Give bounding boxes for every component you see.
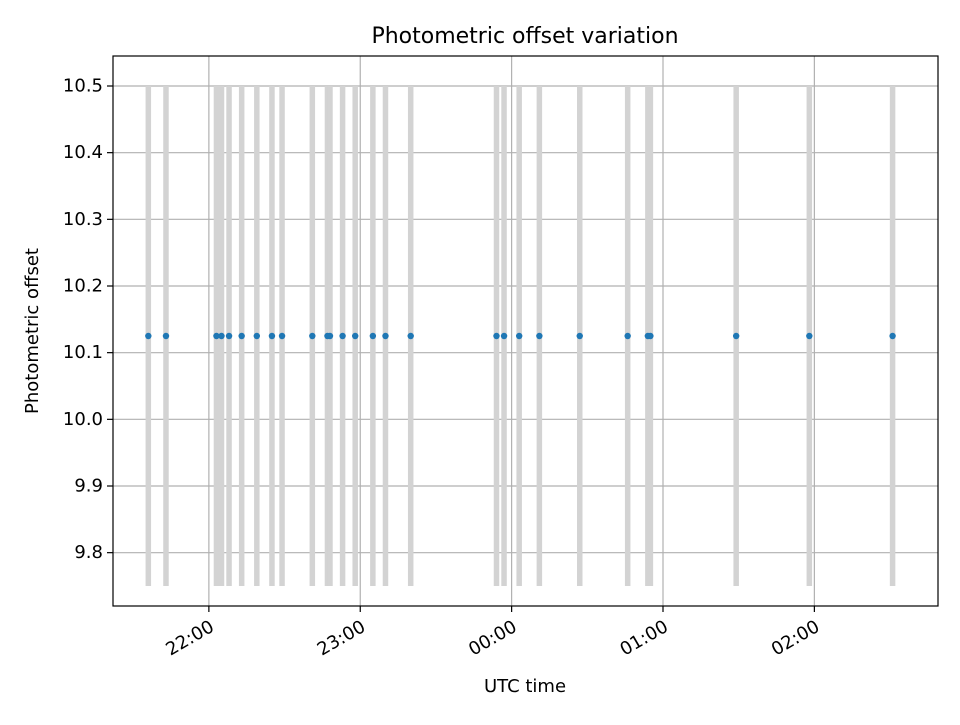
data-point: [278, 332, 286, 340]
y-tick-label: 10.1: [63, 342, 103, 363]
data-point: [309, 332, 316, 340]
y-tick-label: 10.3: [63, 209, 103, 230]
data-point: [369, 332, 377, 340]
data-point: [145, 332, 152, 340]
data-point: [253, 332, 261, 340]
data-point: [218, 332, 225, 340]
plot-frame: [112, 55, 939, 607]
data-point: [382, 332, 389, 340]
y-tick-label: 10.2: [63, 276, 103, 297]
data-point: [500, 332, 508, 340]
data-point: [536, 332, 543, 340]
data-point: [268, 332, 276, 340]
data-point: [576, 332, 583, 340]
y-axis-title: Photometric offset: [22, 248, 43, 414]
data-point: [162, 332, 170, 340]
data-point: [889, 332, 896, 340]
data-point: [352, 332, 359, 340]
data-point: [624, 332, 631, 340]
grid-lines: [113, 56, 938, 606]
data-point: [407, 332, 414, 340]
data-points: [145, 332, 896, 340]
data-point: [225, 332, 233, 340]
y-tick-label: 9.8: [74, 542, 103, 563]
data-point: [806, 332, 813, 340]
y-tick-label: 10.5: [63, 76, 103, 97]
y-tick-label: 10.0: [63, 409, 103, 430]
data-point: [213, 332, 220, 340]
data-point: [732, 332, 740, 340]
data-point: [326, 332, 334, 340]
y-tick-label: 10.4: [63, 142, 103, 163]
x-axis-title: UTC time: [484, 676, 566, 697]
data-point: [493, 332, 500, 340]
chart-title: Photometric offset variation: [371, 24, 678, 49]
y-tick-label: 9.9: [74, 476, 103, 497]
data-point: [238, 332, 245, 340]
data-point: [515, 332, 523, 340]
data-point: [339, 332, 346, 340]
data-point: [647, 332, 654, 340]
